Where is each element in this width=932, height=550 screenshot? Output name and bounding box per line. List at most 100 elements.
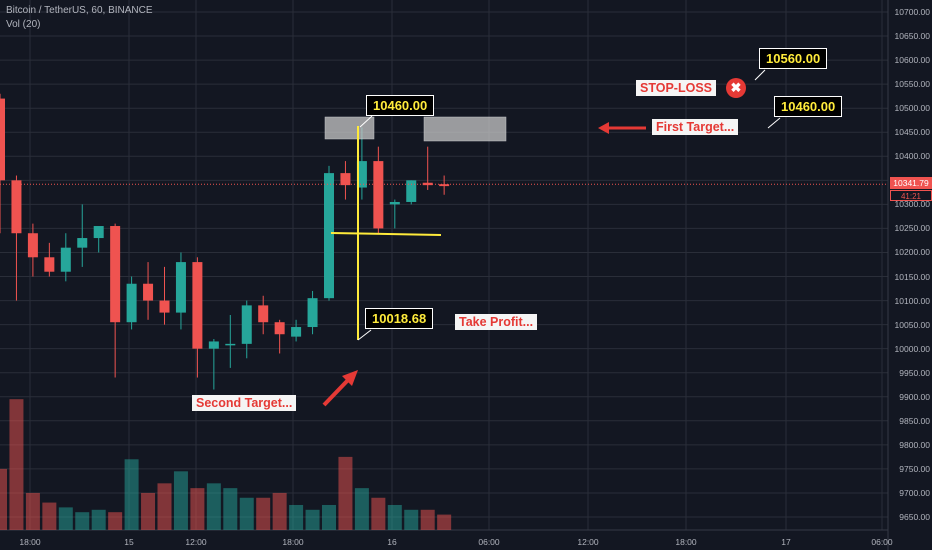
volume-bar bbox=[289, 504, 304, 530]
price-axis-label: 10650.00 bbox=[894, 31, 930, 42]
time-axis-label: 06:00 bbox=[478, 537, 500, 547]
candle-body bbox=[406, 180, 417, 202]
time-axis-label: 18:00 bbox=[19, 537, 41, 547]
candle-body bbox=[307, 298, 318, 328]
second-target-label[interactable]: Second Target... bbox=[192, 395, 297, 411]
first-target-label[interactable]: First Target... bbox=[652, 119, 739, 135]
volume-bar bbox=[354, 488, 369, 530]
volume-bar bbox=[25, 492, 40, 530]
volume-bar bbox=[206, 483, 221, 530]
arrow-up-right-head bbox=[342, 370, 358, 386]
candle-body bbox=[175, 262, 186, 313]
entry-price-callout[interactable]: 10460.00 bbox=[366, 95, 435, 116]
price-axis-label: 10100.00 bbox=[894, 295, 930, 306]
symbol-title: Bitcoin / TetherUS, 60, BINANCE bbox=[6, 5, 153, 16]
stop-loss-price-callout[interactable]: 10560.00 bbox=[759, 48, 828, 69]
volume-bars bbox=[0, 399, 452, 530]
candle-body bbox=[439, 184, 450, 187]
volume-bar bbox=[190, 488, 205, 530]
time-axis-label: 18:00 bbox=[675, 537, 697, 547]
candle-body bbox=[60, 247, 71, 272]
take-profit-price-callout[interactable]: 10018.68 bbox=[365, 308, 434, 329]
candle-body bbox=[208, 341, 219, 349]
price-axis-label: 10500.00 bbox=[894, 103, 930, 114]
price-axis-label: 9950.00 bbox=[899, 367, 930, 378]
price-axis-label: 10600.00 bbox=[894, 55, 930, 66]
candle-body bbox=[77, 238, 88, 248]
callout-pointer bbox=[767, 117, 781, 129]
price-axis-label: 10050.00 bbox=[894, 319, 930, 330]
price-axis-label: 9850.00 bbox=[899, 415, 930, 426]
candle-body bbox=[110, 226, 121, 323]
volume-bar bbox=[437, 514, 452, 530]
candle-body bbox=[324, 173, 334, 299]
price-axis-label: 10200.00 bbox=[894, 247, 930, 258]
volume-bar bbox=[239, 497, 254, 530]
candle-body bbox=[373, 161, 384, 229]
volume-bar bbox=[91, 509, 106, 530]
volume-bar bbox=[173, 471, 188, 530]
volume-bar bbox=[256, 497, 271, 530]
volume-bar bbox=[42, 502, 57, 530]
target-box bbox=[423, 116, 507, 142]
bar-countdown: 41:21 bbox=[890, 190, 932, 201]
callout-pointer bbox=[357, 329, 372, 341]
volume-bar bbox=[223, 488, 238, 530]
take-profit-label[interactable]: Take Profit... bbox=[455, 314, 538, 330]
candle-body bbox=[44, 257, 55, 272]
volume-bar bbox=[305, 509, 320, 530]
candle-body bbox=[11, 180, 22, 234]
price-axis-label: 9750.00 bbox=[899, 463, 930, 474]
first-target-price-callout[interactable]: 10460.00 bbox=[774, 96, 843, 117]
volume-bar bbox=[157, 483, 172, 530]
candle-body bbox=[126, 283, 137, 323]
candle-body bbox=[27, 233, 38, 258]
candle-body bbox=[143, 283, 154, 301]
time-axis-label: 17 bbox=[781, 537, 791, 547]
price-axis-label: 9800.00 bbox=[899, 439, 930, 450]
candle-body bbox=[340, 173, 351, 186]
candle-body bbox=[192, 262, 203, 349]
volume-bar bbox=[272, 492, 287, 530]
price-axis-label: 9650.00 bbox=[899, 512, 930, 522]
volume-bar bbox=[9, 399, 24, 530]
time-axis-label: 15 bbox=[124, 537, 134, 547]
price-axis-label: 9900.00 bbox=[899, 391, 930, 402]
time-axis-label: 06:00 bbox=[871, 537, 893, 547]
close-icon: ✖ bbox=[726, 78, 746, 98]
price-axis-label: 10450.00 bbox=[894, 127, 930, 138]
time-axis-label: 12:00 bbox=[185, 537, 207, 547]
candle-body bbox=[159, 300, 170, 313]
volume-bar bbox=[58, 507, 73, 530]
candle-body bbox=[291, 327, 302, 337]
candle-body bbox=[93, 226, 104, 239]
drawings bbox=[322, 69, 781, 407]
time-axis-label: 18:00 bbox=[282, 537, 304, 547]
candle-body bbox=[0, 98, 5, 181]
candle-body bbox=[389, 201, 400, 205]
time-axis-label: 12:00 bbox=[577, 537, 599, 547]
price-axis-label: 10400.00 bbox=[894, 151, 930, 162]
candle-body bbox=[356, 161, 367, 188]
volume-bar bbox=[124, 459, 139, 530]
arrow-up-right bbox=[322, 377, 351, 407]
resistance-box bbox=[324, 116, 375, 140]
candle-body bbox=[274, 322, 285, 335]
volume-bar bbox=[338, 456, 353, 530]
candle-body bbox=[258, 305, 269, 323]
volume-indicator-label: Vol (20) bbox=[6, 19, 41, 30]
candle-body bbox=[422, 182, 433, 186]
callout-pointer bbox=[754, 69, 766, 81]
volume-bar bbox=[322, 504, 336, 530]
price-axis-label: 10250.00 bbox=[894, 223, 930, 234]
volume-bar bbox=[387, 504, 402, 530]
candle-body bbox=[225, 343, 236, 346]
stop-loss-label[interactable]: STOP-LOSS bbox=[636, 80, 717, 96]
volume-bar bbox=[141, 492, 156, 530]
candlesticks bbox=[0, 93, 888, 390]
price-axis-label: 10300.00 bbox=[894, 199, 930, 210]
price-axis-label: 10700.00 bbox=[894, 7, 930, 17]
candle-body bbox=[241, 305, 252, 344]
volume-bar bbox=[404, 509, 419, 530]
